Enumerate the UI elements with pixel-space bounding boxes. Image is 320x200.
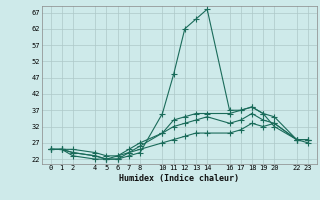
X-axis label: Humidex (Indice chaleur): Humidex (Indice chaleur)	[119, 174, 239, 183]
